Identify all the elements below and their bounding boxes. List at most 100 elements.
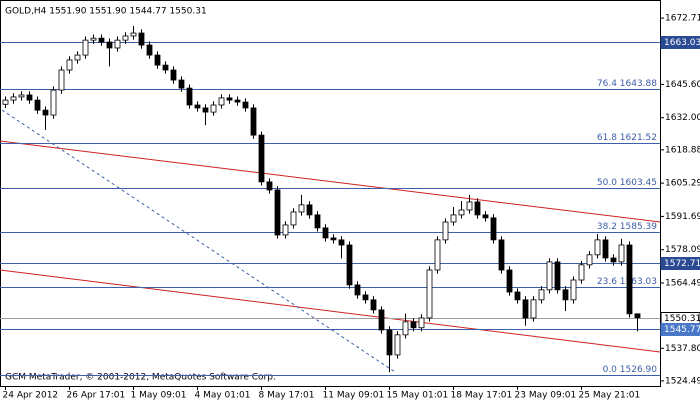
y-tick-label: 1537.80 [665,344,700,354]
candle-body [154,54,161,66]
candle-body [530,299,537,319]
candle-body [370,299,377,311]
candle-body [306,204,313,216]
x-tick-label: 18 May 17:01 [451,391,513,401]
candle-body [506,269,513,293]
x-tick-label: 1 May 09:01 [131,391,187,401]
candle-body [610,257,617,263]
candle-body [514,291,521,301]
candle-body [330,237,337,241]
candle-body [402,321,409,336]
y-tick-label: 1605.29 [665,179,700,189]
candle-body [338,239,345,246]
candle-body [594,239,601,256]
candle-body [586,254,593,266]
level-label: 76.4 1643.88 [597,79,657,89]
fibo-base-line [1,109,396,373]
price-box [660,257,700,270]
candle-body [426,269,433,319]
candle-body [18,94,25,98]
price-box [660,323,700,336]
candle-body [58,69,65,91]
candle-body [194,104,201,109]
candle-body [10,96,17,101]
watermark: GCM MetaTrader, © 2001-2012, MetaQuotes … [5,373,276,383]
candle-body [498,239,505,271]
candle-body [362,294,369,301]
candle-body [98,37,105,43]
y-tick-label: 1564.49 [665,278,700,288]
candle-body [546,261,553,291]
candle-body [634,313,641,319]
x-tick-label: 26 Apr 17:01 [67,391,126,401]
trend-line [0,140,661,223]
candle-body [538,289,545,301]
chart-title: GOLD,H4 1551.90 1551.90 1544.77 1550.31 [5,7,207,17]
candle-body [90,37,97,41]
candle-body [186,87,193,106]
price-box-label: 1550.31 [664,314,700,324]
y-tick-label: 1618.88 [665,145,700,155]
x-tick-label: 4 May 01:01 [195,391,251,401]
candle-body [114,39,121,49]
candle-body [74,54,81,61]
candle-body [378,309,385,331]
candle-body [202,107,209,113]
candle-body [458,209,465,216]
candle-body [322,227,329,239]
candle-body [394,334,401,356]
candle-body [178,79,185,89]
x-tick-label: 8 May 17:01 [259,391,315,401]
candle-body [386,329,393,356]
candle-body [466,201,473,211]
price-box-label: 1572.71 [664,259,700,269]
candle-body [602,239,609,259]
candle-body [226,97,233,101]
x-tick-label: 25 May 21:01 [579,391,641,401]
candle-body [210,104,217,113]
candle-body [250,107,257,136]
candle-body [290,211,297,226]
candle-body [314,214,321,229]
price-box-label: 1545.77 [664,325,700,335]
candle-body [354,284,361,296]
candle-body [82,39,89,56]
candle-body [266,181,273,191]
candle-body [66,59,73,71]
candle-body [2,99,9,105]
candle-body [138,32,145,46]
candle-body [570,279,577,301]
candle-body [474,201,481,216]
candle-body [234,99,241,103]
y-tick-label: 1524.49 [665,376,700,386]
y-tick-label: 1632.00 [665,113,700,123]
y-tick-label: 1591.69 [665,212,700,222]
candle-body [618,244,625,263]
x-tick-label: 11 May 09:01 [323,391,385,401]
candle-body [26,94,33,101]
y-tick-label: 1645.60 [665,80,700,90]
candle-body [50,89,57,116]
candle-body [106,41,113,49]
level-label: 61.8 1621.52 [597,133,657,143]
candle-body [218,97,225,106]
price-box [660,36,700,49]
y-tick-label: 1672.71 [665,14,700,24]
candle-body [162,64,169,71]
candle-body [578,264,585,281]
plot-frame [0,0,661,387]
candle-body [274,189,281,236]
candle-body [418,317,425,329]
candle-body [442,221,449,241]
candle-body [282,224,289,236]
candle-body [562,289,569,301]
candle-body [298,204,305,213]
candle-body [130,32,137,37]
candle-body [490,217,497,241]
price-box-label: 1663.03 [664,38,700,48]
candle-body [258,134,265,183]
candle-body [554,261,561,291]
candle-body [346,244,353,286]
candle-body [626,244,633,315]
